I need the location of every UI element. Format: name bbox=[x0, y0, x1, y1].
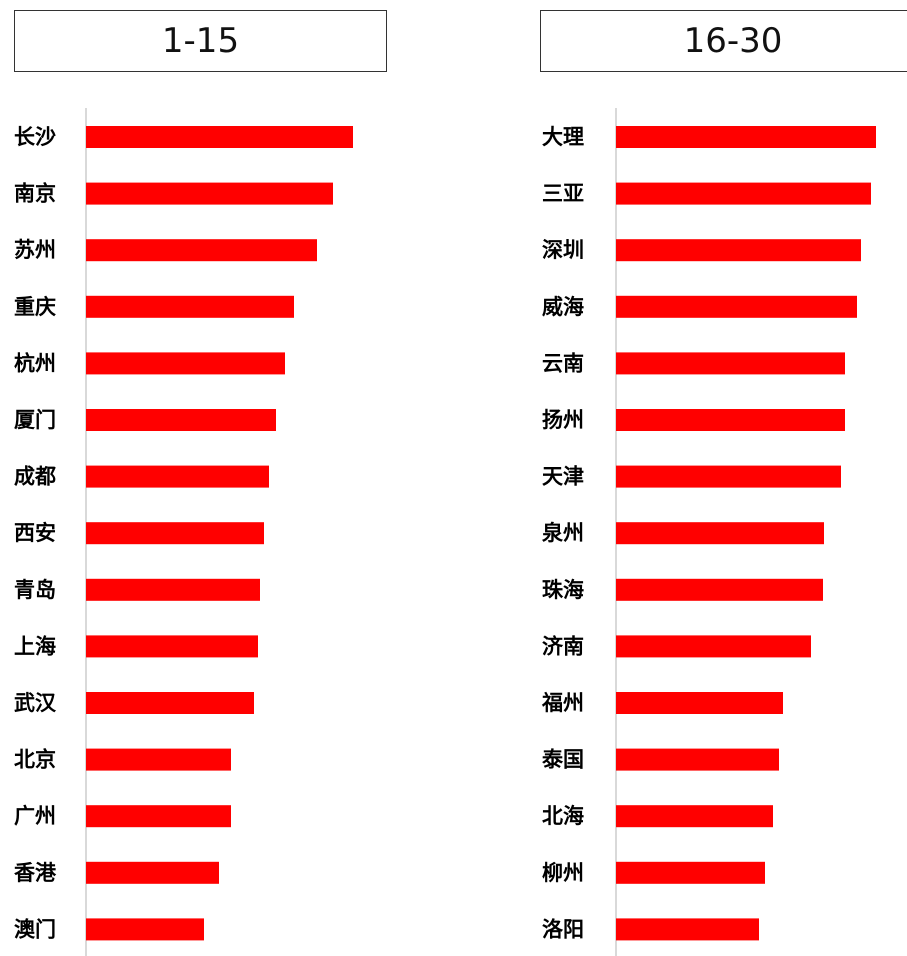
bar bbox=[616, 748, 779, 771]
bar bbox=[86, 465, 269, 488]
category-label: 三亚 bbox=[542, 182, 584, 206]
category-label: 香港 bbox=[14, 861, 57, 885]
bar bbox=[616, 861, 765, 884]
category-label: 柳州 bbox=[542, 861, 584, 885]
bar bbox=[86, 635, 258, 658]
chart-panel-16-30: 16-30 大理三亚深圳威海云南扬州天津泉州珠海济南福州泰国北海柳州洛阳 bbox=[520, 0, 907, 956]
category-label: 苏州 bbox=[14, 238, 56, 262]
bar bbox=[616, 578, 823, 601]
bar bbox=[86, 126, 353, 148]
bar bbox=[86, 805, 231, 828]
bar bbox=[86, 748, 231, 771]
category-label: 威海 bbox=[542, 295, 584, 319]
category-label: 福州 bbox=[541, 691, 584, 715]
bar bbox=[616, 126, 876, 148]
bar bbox=[86, 861, 219, 884]
category-label: 成都 bbox=[14, 465, 56, 489]
category-label: 武汉 bbox=[14, 691, 57, 715]
category-label: 大理 bbox=[542, 125, 584, 149]
bar bbox=[86, 295, 294, 318]
category-label: 济南 bbox=[542, 634, 584, 658]
bar bbox=[86, 182, 333, 205]
category-label: 北海 bbox=[542, 804, 584, 828]
category-label: 珠海 bbox=[542, 578, 584, 602]
bar bbox=[616, 295, 857, 318]
bar bbox=[86, 239, 317, 262]
bar bbox=[616, 692, 783, 714]
bar bbox=[86, 918, 204, 941]
bar bbox=[616, 409, 845, 431]
category-label: 澳门 bbox=[14, 917, 56, 941]
category-label: 杭州 bbox=[14, 351, 56, 375]
category-label: 西安 bbox=[14, 521, 56, 545]
bar bbox=[86, 578, 260, 601]
bar bbox=[86, 692, 254, 714]
chart-title: 1-15 bbox=[161, 21, 240, 61]
category-label: 深圳 bbox=[542, 238, 584, 262]
category-label: 重庆 bbox=[14, 295, 56, 319]
category-label: 云南 bbox=[542, 351, 584, 375]
chart-title: 16-30 bbox=[683, 21, 783, 61]
category-label: 洛阳 bbox=[542, 917, 584, 941]
chart-panel-1-15: 1-15 长沙南京苏州重庆杭州厦门成都西安青岛上海武汉北京广州香港澳门 bbox=[0, 0, 420, 956]
category-label: 天津 bbox=[542, 465, 584, 489]
category-label: 扬州 bbox=[542, 408, 584, 432]
category-label: 广州 bbox=[14, 804, 56, 828]
range-title-box: 16-30 bbox=[540, 10, 907, 72]
bar bbox=[616, 635, 811, 658]
category-label: 泉州 bbox=[542, 521, 584, 545]
bar bbox=[86, 522, 264, 545]
bar bbox=[616, 918, 759, 941]
bar bbox=[616, 522, 824, 545]
bar bbox=[616, 465, 841, 488]
range-title-box: 1-15 bbox=[14, 10, 387, 72]
bar bbox=[616, 239, 861, 262]
category-label: 长沙 bbox=[14, 125, 56, 149]
category-label: 上海 bbox=[14, 634, 56, 658]
bar bbox=[616, 182, 871, 205]
bar bbox=[616, 352, 845, 375]
category-label: 泰国 bbox=[541, 748, 584, 772]
category-label: 青岛 bbox=[14, 578, 56, 602]
category-label: 南京 bbox=[14, 182, 56, 206]
bar bbox=[616, 805, 773, 828]
category-label: 北京 bbox=[14, 748, 56, 772]
category-label: 厦门 bbox=[14, 408, 56, 432]
bar bbox=[86, 409, 276, 431]
bar bbox=[86, 352, 285, 375]
